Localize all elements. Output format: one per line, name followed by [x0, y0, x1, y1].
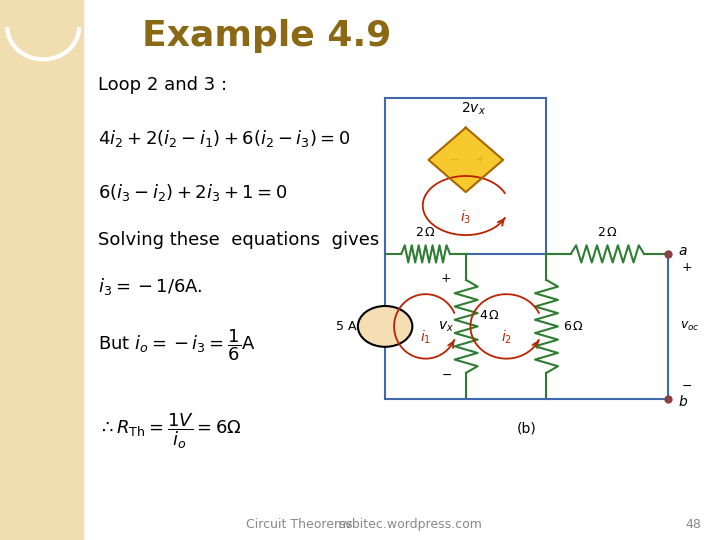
Text: $b$: $b$	[678, 394, 688, 409]
Text: (b): (b)	[517, 422, 536, 435]
Text: $-$: $-$	[441, 368, 451, 381]
Text: $+$: $+$	[680, 261, 692, 274]
Polygon shape	[428, 127, 503, 192]
Text: But $i_o = -i_3 = \dfrac{1}{6}$A: But $i_o = -i_3 = \dfrac{1}{6}$A	[98, 327, 256, 363]
Text: $2\,\Omega$: $2\,\Omega$	[415, 226, 436, 239]
Text: Circuit Theorems: Circuit Theorems	[246, 518, 352, 531]
Text: $4\,\Omega$: $4\,\Omega$	[479, 309, 500, 322]
Text: $+$: $+$	[474, 153, 485, 166]
Text: $i_1$: $i_1$	[420, 329, 431, 347]
Text: Example 4.9: Example 4.9	[142, 19, 392, 53]
Text: $-$: $-$	[681, 379, 692, 392]
Text: Loop 2 and 3 :: Loop 2 and 3 :	[98, 76, 228, 93]
Text: $6\,\Omega$: $6\,\Omega$	[563, 320, 585, 333]
Text: Solving these  equations  gives: Solving these equations gives	[98, 232, 379, 249]
Text: $4i_2 + 2(i_2 - i_1) + 6(i_2 - i_3) = 0$: $4i_2 + 2(i_2 - i_1) + 6(i_2 - i_3) = 0$	[98, 128, 351, 149]
Text: $i_2$: $i_2$	[501, 329, 512, 347]
Text: $2\,\Omega$: $2\,\Omega$	[597, 226, 618, 239]
Text: $+$: $+$	[441, 272, 451, 285]
Text: $v_x$: $v_x$	[438, 319, 454, 334]
Text: $v_{oc}$: $v_{oc}$	[680, 320, 700, 333]
Text: $6(i_3 - i_2) + 2i_3 + 1 = 0$: $6(i_3 - i_2) + 2i_3 + 1 = 0$	[98, 181, 287, 202]
Text: 5 A: 5 A	[336, 320, 356, 333]
Text: $a$: $a$	[678, 244, 688, 258]
Text: $2v_x$: $2v_x$	[461, 100, 485, 117]
Text: $i_3 = -1/6$A.: $i_3 = -1/6$A.	[98, 275, 203, 296]
Circle shape	[358, 306, 413, 347]
Text: $i_3$: $i_3$	[460, 208, 472, 226]
Text: 48: 48	[685, 518, 701, 531]
Text: $-$: $-$	[449, 153, 460, 166]
Text: svbitec.wordpress.com: svbitec.wordpress.com	[338, 518, 482, 531]
Text: $\therefore R_{\mathrm{Th}} = \dfrac{1V}{i_o} = 6\Omega$: $\therefore R_{\mathrm{Th}} = \dfrac{1V}…	[98, 411, 242, 451]
